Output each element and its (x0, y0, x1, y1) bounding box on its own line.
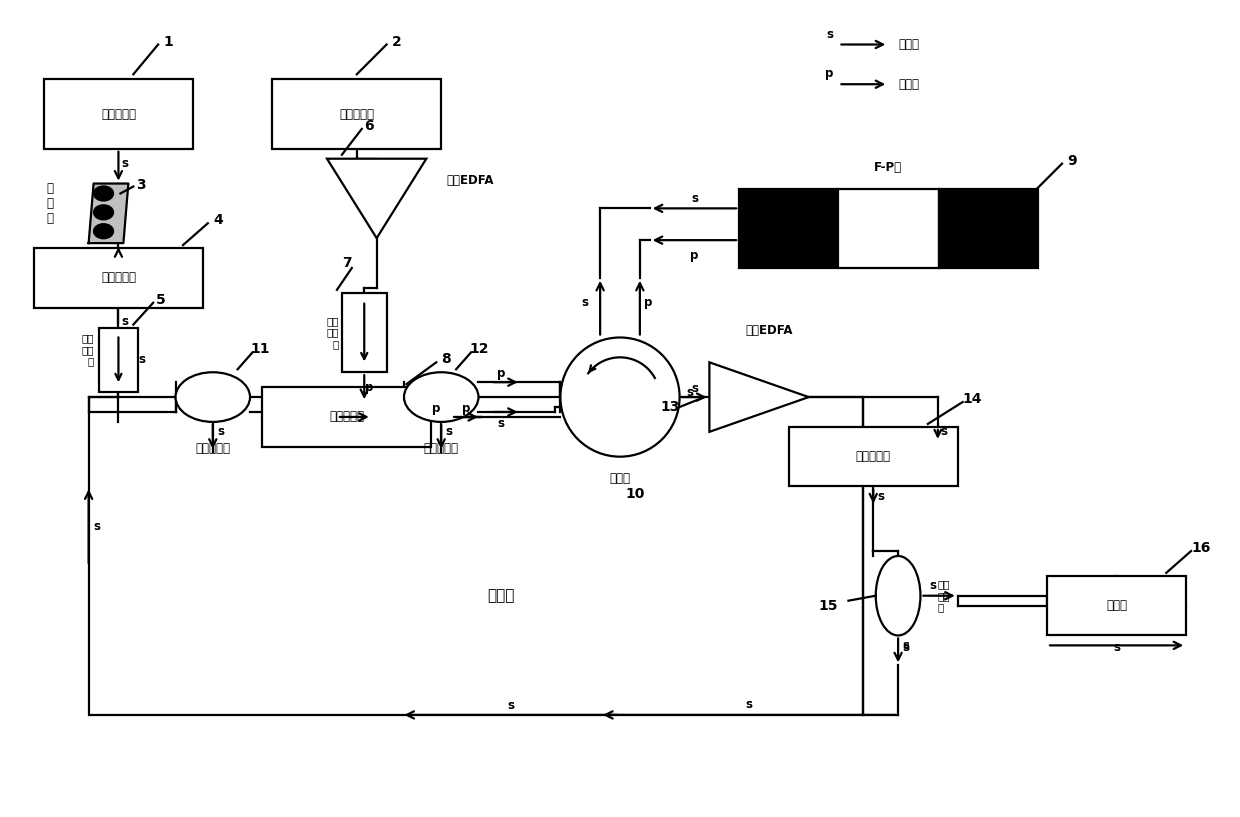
Bar (739, 189, 837, 268)
Bar (33, 248, 203, 308)
Text: 泵浦光: 泵浦光 (898, 78, 919, 91)
Bar (789, 426, 957, 486)
Text: 第二EDFA: 第二EDFA (745, 324, 792, 337)
Circle shape (560, 337, 680, 457)
Text: s: s (120, 315, 128, 328)
Text: 第一EDFA: 第一EDFA (446, 173, 494, 186)
Text: s: s (507, 699, 515, 712)
Text: 电光调制器: 电光调制器 (100, 271, 136, 284)
Text: 探测光: 探测光 (898, 38, 919, 51)
Text: s: s (497, 417, 505, 431)
Text: 12: 12 (469, 342, 489, 356)
Text: s: s (93, 520, 100, 533)
Text: s: s (445, 426, 453, 439)
Text: s: s (745, 699, 753, 712)
Text: 第一
隔离
器: 第一 隔离 器 (81, 333, 93, 367)
Ellipse shape (93, 205, 114, 220)
Text: s: s (691, 192, 698, 205)
Text: 6: 6 (363, 119, 373, 133)
Text: 第一激光器: 第一激光器 (100, 108, 136, 121)
Text: s: s (940, 426, 947, 439)
Text: 第二激光器: 第二激光器 (340, 108, 374, 121)
Text: 第一滤波器: 第一滤波器 (330, 410, 365, 423)
Bar (43, 79, 193, 149)
Text: s: s (686, 386, 693, 399)
Text: 7: 7 (342, 256, 352, 270)
Bar (263, 387, 432, 447)
Text: s: s (1114, 641, 1120, 654)
Text: p: p (825, 67, 833, 80)
Text: 偏
振
器: 偏 振 器 (47, 182, 53, 225)
Text: 探测器: 探测器 (1106, 599, 1127, 612)
Polygon shape (709, 362, 808, 432)
Text: 第三
耦合
器: 第三 耦合 器 (937, 579, 950, 612)
Bar (342, 292, 387, 373)
Text: s: s (139, 353, 146, 366)
Text: s: s (217, 426, 224, 439)
Text: 环形腔: 环形腔 (487, 588, 515, 603)
Text: p: p (497, 367, 505, 380)
Ellipse shape (176, 373, 250, 422)
Text: p: p (691, 248, 698, 261)
Text: s: s (120, 157, 128, 170)
Polygon shape (88, 184, 129, 243)
Text: 5: 5 (156, 292, 166, 306)
Text: p: p (365, 381, 373, 394)
Text: s: s (903, 641, 910, 654)
Text: p: p (432, 401, 440, 414)
Text: 3: 3 (136, 177, 146, 191)
Text: 第二滤波器: 第二滤波器 (856, 450, 890, 463)
Text: 2: 2 (392, 34, 402, 48)
Text: 15: 15 (818, 599, 838, 613)
Text: p: p (644, 297, 652, 309)
Text: s: s (903, 639, 910, 652)
Text: 16: 16 (1192, 541, 1210, 555)
Text: F-P腔: F-P腔 (874, 161, 903, 173)
Text: 第二耦合器: 第二耦合器 (424, 442, 459, 455)
Text: s: s (878, 490, 884, 503)
Text: s: s (827, 28, 833, 41)
Text: 8: 8 (441, 352, 451, 366)
Polygon shape (327, 158, 427, 239)
Text: 第二
隔离
器: 第二 隔离 器 (326, 316, 339, 349)
Bar (98, 328, 139, 392)
Text: 4: 4 (213, 213, 223, 227)
Text: 环形器: 环形器 (610, 471, 630, 484)
Text: 14: 14 (962, 392, 982, 406)
Ellipse shape (404, 373, 479, 422)
Text: p: p (461, 401, 470, 414)
Text: s: s (582, 297, 589, 309)
Ellipse shape (93, 224, 114, 239)
Bar (939, 189, 1038, 268)
Bar (837, 189, 939, 268)
Text: 第一耦合器: 第一耦合器 (195, 442, 231, 455)
Text: s: s (691, 382, 698, 395)
Text: s: s (929, 579, 936, 592)
Text: 11: 11 (250, 342, 270, 356)
Text: 1: 1 (164, 34, 172, 48)
Bar (273, 79, 441, 149)
Ellipse shape (93, 186, 114, 201)
Ellipse shape (875, 556, 920, 636)
Bar (88, 397, 863, 715)
Text: 10: 10 (625, 488, 645, 502)
Text: 9: 9 (1068, 154, 1076, 167)
Bar (1047, 576, 1187, 636)
Text: 13: 13 (660, 400, 680, 414)
